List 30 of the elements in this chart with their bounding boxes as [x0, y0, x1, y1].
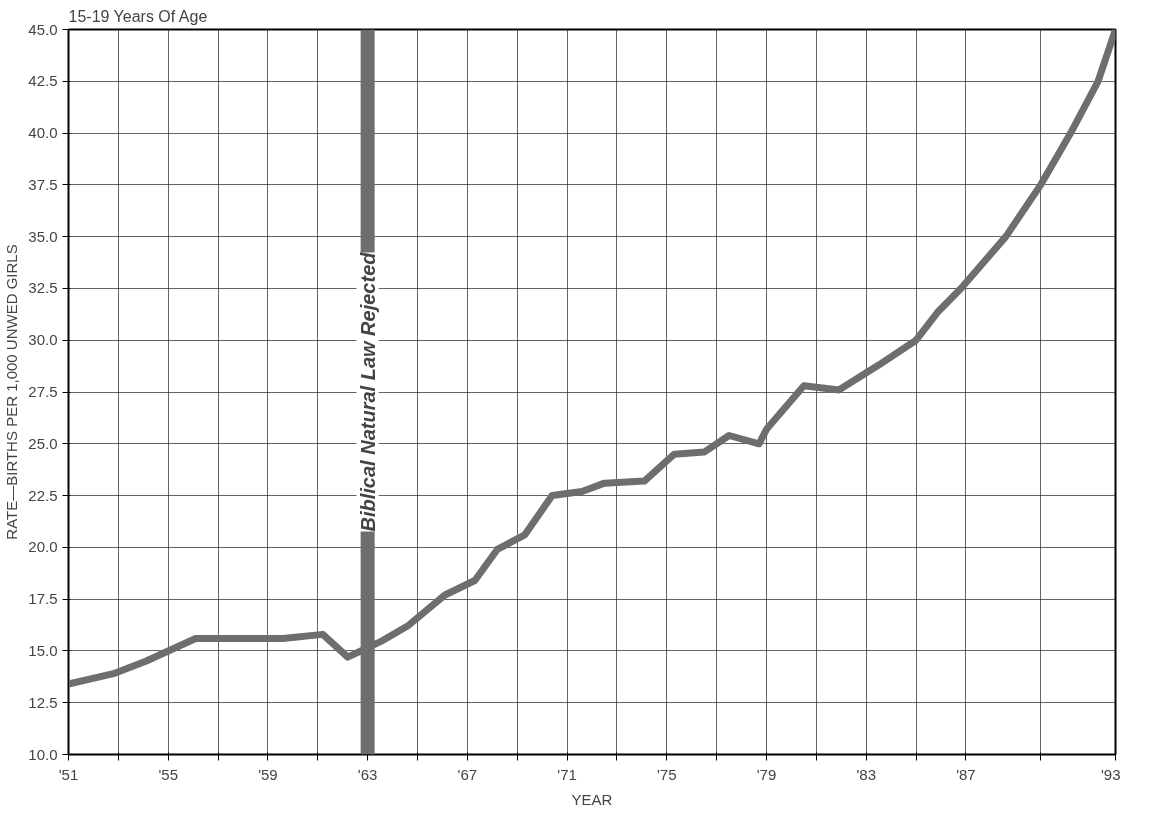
y-tick-label: 15.0 [28, 641, 58, 659]
x-tick-label: '55 [158, 765, 178, 783]
y-tick-label: 27.5 [28, 383, 58, 400]
x-tick-label: '75 [657, 765, 677, 783]
x-tick-label: '67 [457, 765, 478, 783]
y-tick-label: 45.0 [28, 20, 58, 38]
y-tick-label: 30.0 [28, 331, 58, 349]
x-tick-label: '79 [756, 765, 777, 783]
x-axis-title: YEAR [571, 790, 613, 808]
y-tick-label: 17.5 [28, 590, 58, 608]
y-tick-label: 20.0 [28, 538, 58, 556]
y-tick-label: 25.0 [28, 434, 58, 452]
x-tick-label: '87 [956, 765, 976, 783]
y-tick-label: 10.0 [28, 745, 58, 763]
x-tick-label: '63 [357, 765, 378, 783]
y-tick-label: 12.5 [28, 693, 58, 711]
x-tick-label: '71 [557, 765, 577, 783]
ref-line-label: Biblical Natural Law Rejected [356, 251, 379, 532]
x-tick-label: '59 [258, 765, 278, 783]
y-axis-title: RATE—BIRTHS PER 1,000 UNWED GIRLS [3, 244, 21, 540]
y-tick-label: 32.5 [28, 279, 58, 297]
y-tick-label: 42.5 [28, 72, 58, 90]
y-tick-label: 40.0 [28, 124, 58, 142]
y-tick-label: 35.0 [28, 227, 58, 245]
x-tick-label: '83 [856, 765, 876, 783]
y-tick-label: 37.5 [28, 175, 58, 193]
x-tick-label: '51 [58, 765, 79, 783]
x-tick-label: '93 [1100, 765, 1121, 783]
chart-title: 15-19 Years Of Age [68, 7, 208, 25]
y-tick-label: 22.5 [28, 486, 58, 504]
